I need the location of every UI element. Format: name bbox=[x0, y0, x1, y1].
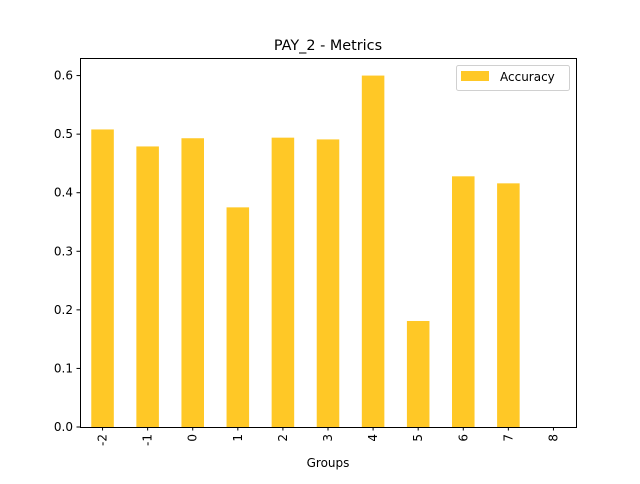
y-tick-label: 0.3 bbox=[54, 244, 73, 258]
bar-2 bbox=[271, 137, 295, 427]
x-tick-label: 7 bbox=[501, 434, 515, 442]
bar-7 bbox=[497, 183, 520, 427]
x-tick-label: 6 bbox=[456, 434, 470, 442]
bar-0 bbox=[181, 138, 204, 427]
y-tick-label: 0.4 bbox=[54, 186, 73, 200]
x-axis-label: Groups bbox=[307, 456, 350, 470]
y-tick-label: 0.2 bbox=[54, 303, 73, 317]
x-tick-label: 1 bbox=[231, 434, 245, 442]
x-tick-label: 3 bbox=[321, 434, 335, 442]
x-tick-label: -2 bbox=[96, 434, 110, 446]
x-tick-label: 8 bbox=[546, 434, 560, 442]
x-tick-label: 5 bbox=[411, 434, 425, 442]
x-tick-label: 2 bbox=[276, 434, 290, 442]
legend-label: Accuracy bbox=[500, 70, 555, 84]
bar-3 bbox=[316, 139, 340, 427]
bar-5 bbox=[406, 320, 430, 427]
y-tick-label: 0.0 bbox=[54, 420, 73, 434]
bar--1 bbox=[136, 146, 159, 427]
plot-frame bbox=[80, 58, 577, 428]
bar-4 bbox=[361, 75, 385, 428]
x-tick-label: -1 bbox=[141, 434, 155, 446]
chart-title: PAY_2 - Metrics bbox=[274, 38, 382, 54]
x-tick-label: 0 bbox=[186, 434, 200, 442]
x-tick-label: 4 bbox=[366, 434, 380, 442]
bar-6 bbox=[452, 176, 475, 427]
y-tick-label: 0.1 bbox=[54, 361, 73, 375]
legend: Accuracy bbox=[456, 65, 570, 91]
y-tick-label: 0.5 bbox=[54, 127, 73, 141]
bar-1 bbox=[226, 207, 250, 427]
legend-swatch bbox=[461, 71, 489, 81]
bar--2 bbox=[91, 129, 114, 427]
y-tick-label: 0.6 bbox=[54, 69, 73, 83]
